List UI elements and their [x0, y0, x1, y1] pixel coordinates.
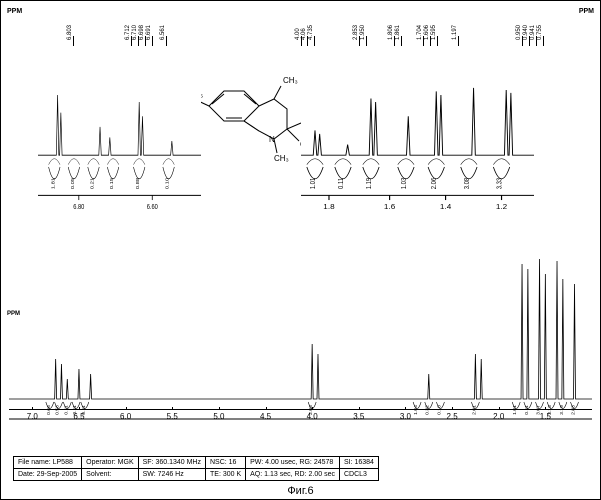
svg-text:1.01: 1.01 [309, 177, 317, 189]
info-cell: CDCL3 [339, 469, 378, 481]
info-cell: SI: 16384 [339, 457, 378, 469]
x-tick-label: 6.5 [73, 412, 84, 421]
x-tick-label: 5.0 [213, 412, 224, 421]
x-tick-label: 6.0 [120, 412, 131, 421]
x-tick-label: 2.0 [493, 412, 504, 421]
svg-text:0.10: 0.10 [165, 177, 170, 188]
svg-text:0.05: 0.05 [70, 177, 75, 188]
svg-text:1.4: 1.4 [439, 202, 450, 209]
inset-left: 6.80 6.60 1.81 0.05 0.21 0.15 0.88 0.10 [38, 80, 201, 210]
peak-labels-top: 6.8036.7126.7106.6986.6916.5614.004.064.… [9, 6, 592, 36]
svg-text:6.60: 6.60 [147, 203, 159, 209]
svg-text:6.80: 6.80 [73, 203, 85, 209]
info-table: File name: LP588Operator: MGKSF: 360.134… [13, 456, 379, 481]
inset-right: 1.8 1.6 1.4 1.2 1.01 0.11 1.19 1.03 2.06 3.08 3.33 [301, 80, 534, 210]
info-cell: SW: 7246 Hz [138, 469, 205, 481]
x-tick-label: 3.5 [353, 412, 364, 421]
x-tick-label: 7.0 [27, 412, 38, 421]
sub-c4-ch3: CH₃ [283, 76, 298, 85]
svg-text:0.88: 0.88 [136, 177, 141, 188]
nmr-figure: PPM PPM 6.8036.7126.7106.6986.6916.5614.… [0, 0, 601, 500]
svg-text:1.8: 1.8 [323, 202, 334, 209]
info-cell: NSC: 16 [206, 457, 246, 469]
x-tick-label: 3.0 [400, 412, 411, 421]
x-axis: 7.0 6.5 6.0 5.5 5.0 4.5 4.0 3.5 3.0 2.5 2.0 1.5 [9, 409, 592, 424]
sub-n-ch3: CH₃ [274, 154, 289, 163]
svg-text:1.6: 1.6 [383, 202, 394, 209]
info-cell: TE: 300 K [206, 469, 246, 481]
info-cell: File name: LP588 [14, 457, 82, 469]
info-cell: AQ: 1.13 sec, RD: 2.00 sec [246, 469, 340, 481]
info-cell: SF: 360.1340 MHz [138, 457, 205, 469]
figure-caption: Фиг.6 [1, 485, 600, 497]
svg-text:0.11: 0.11 [337, 177, 345, 188]
x-tick-label: 4.0 [307, 412, 318, 421]
svg-text:3.08: 3.08 [463, 177, 471, 189]
x-tick-label: 2.5 [447, 412, 458, 421]
svg-text:3.33: 3.33 [496, 177, 504, 189]
n-atom: N [269, 135, 275, 144]
x-tick-label: 4.5 [260, 412, 271, 421]
svg-text:1.2: 1.2 [495, 202, 506, 209]
svg-text:0.21: 0.21 [90, 177, 95, 188]
x-tick-label: 5.5 [167, 412, 178, 421]
info-cell: Operator: MGK [82, 457, 138, 469]
svg-text:1.81: 1.81 [51, 177, 56, 188]
info-cell: Solvent: [82, 469, 138, 481]
ppm-label-mid: PPM [7, 311, 20, 317]
info-cell: PW: 4.00 usec, RG: 24578 [246, 457, 340, 469]
svg-text:0.15: 0.15 [110, 177, 115, 188]
svg-text:1.03: 1.03 [400, 177, 408, 189]
x-tick-label: 1.5 [540, 412, 551, 421]
spectrum-area: PPM PPM 6.8036.7126.7106.6986.6916.5614.… [9, 6, 592, 439]
info-cell: Date: 29-Sep-2005 [14, 469, 82, 481]
main-spectrum: 0.660.560.110.110.112.031.040.320.102.01… [9, 254, 592, 424]
svg-text:1.19: 1.19 [365, 177, 373, 189]
svg-text:2.06: 2.06 [430, 177, 438, 189]
